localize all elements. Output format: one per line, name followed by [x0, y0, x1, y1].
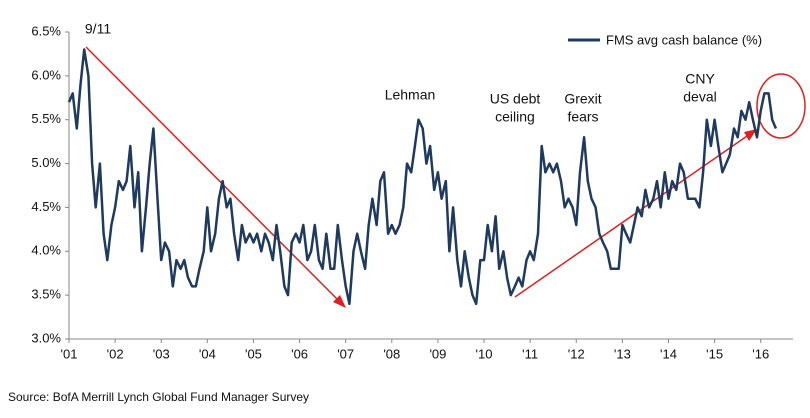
x-tick-label: '08 [383, 346, 400, 361]
arrow-head [333, 295, 346, 308]
x-tick-label: '06 [291, 346, 308, 361]
y-tick-label: 4.0% [31, 243, 61, 258]
y-tick-label: 5.0% [31, 155, 61, 170]
annotation: fears [567, 109, 598, 125]
x-tick-label: '04 [199, 346, 216, 361]
x-tick-label: '16 [752, 346, 769, 361]
annotation: 9/11 [85, 21, 111, 37]
y-tick-label: 5.5% [31, 111, 61, 126]
y-tick-label: 6.5% [31, 23, 61, 38]
y-tick-label: 4.5% [31, 199, 61, 214]
annotation: deval [683, 89, 716, 105]
y-tick-label: 3.0% [31, 330, 61, 345]
x-tick-label: '09 [429, 346, 446, 361]
x-tick-label: '02 [107, 346, 124, 361]
x-tick-label: '15 [706, 346, 723, 361]
arrow-head [744, 129, 757, 141]
y-tick-label: 3.5% [31, 287, 61, 302]
x-tick-label: '03 [153, 346, 170, 361]
annotation: Grexit [564, 91, 601, 107]
annotation: Lehman [385, 87, 436, 103]
y-tick-label: 6.0% [31, 67, 61, 82]
source: Source: BofA Merrill Lynch Global Fund M… [8, 390, 309, 404]
x-tick-label: '10 [476, 346, 493, 361]
annotation: US debt [490, 91, 541, 107]
arrow [85, 46, 341, 303]
annotation: CNY [685, 71, 715, 87]
x-tick-label: '11 [522, 346, 538, 361]
x-tick-label: '14 [660, 346, 677, 361]
arrow [514, 133, 751, 298]
x-tick-label: '07 [337, 346, 354, 361]
x-tick-label: '13 [614, 346, 631, 361]
x-tick-label: '12 [568, 346, 585, 361]
highlight-circle [756, 73, 806, 139]
x-tick-label: '01 [61, 346, 78, 361]
x-tick-label: '05 [245, 346, 262, 361]
legend-label: FMS avg cash balance (%) [606, 32, 762, 47]
series-line [67, 48, 778, 306]
annotation: ceiling [495, 109, 535, 125]
